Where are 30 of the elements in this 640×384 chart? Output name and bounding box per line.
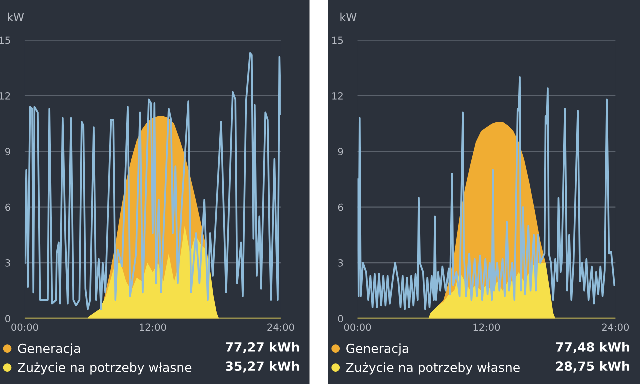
text: 77,27 kWh bbox=[226, 342, 300, 354]
legend-label: Zużycie na potrzeby własne bbox=[346, 362, 520, 375]
legend-label: Generacja bbox=[18, 344, 80, 356]
y-tick-label: 6 bbox=[338, 204, 344, 212]
line-series bbox=[24, 52, 281, 310]
y-tick-label: 6 bbox=[6, 204, 10, 212]
y-tick-label: 3 bbox=[6, 260, 10, 267]
legend-label: Generacja bbox=[346, 344, 409, 356]
x-tick-label: 00:00 bbox=[344, 324, 372, 332]
x-tick-label: 12:00 bbox=[474, 324, 500, 332]
legend-label: Zużycie na potrzeby własne bbox=[18, 362, 192, 375]
x-tick-label: 24:00 bbox=[268, 324, 294, 332]
text: 77,48 kWh bbox=[556, 342, 630, 354]
x-tick-label: 24:00 bbox=[602, 324, 630, 332]
y-tick-label: 9 bbox=[338, 148, 344, 156]
y-tick-label: 15 bbox=[332, 36, 344, 44]
text: 28,75 kWh bbox=[556, 361, 630, 373]
y-tick-label: 9 bbox=[6, 148, 10, 156]
y-tick-label: 3 bbox=[338, 260, 344, 267]
y-tick-label: 0 bbox=[338, 315, 344, 323]
y-tick-label: 0 bbox=[6, 315, 10, 323]
y-axis-title: kW bbox=[340, 12, 357, 22]
y-tick-label: 12 bbox=[0, 92, 10, 100]
y-tick-label: 15 bbox=[0, 36, 10, 44]
line-series bbox=[358, 76, 616, 310]
x-tick-label: 00:00 bbox=[12, 324, 38, 332]
y-tick-label: 12 bbox=[332, 92, 343, 100]
y-axis-title: kW bbox=[8, 12, 24, 22]
x-tick-label: 12:00 bbox=[140, 324, 166, 332]
text: 35,27 kWh bbox=[226, 361, 300, 373]
